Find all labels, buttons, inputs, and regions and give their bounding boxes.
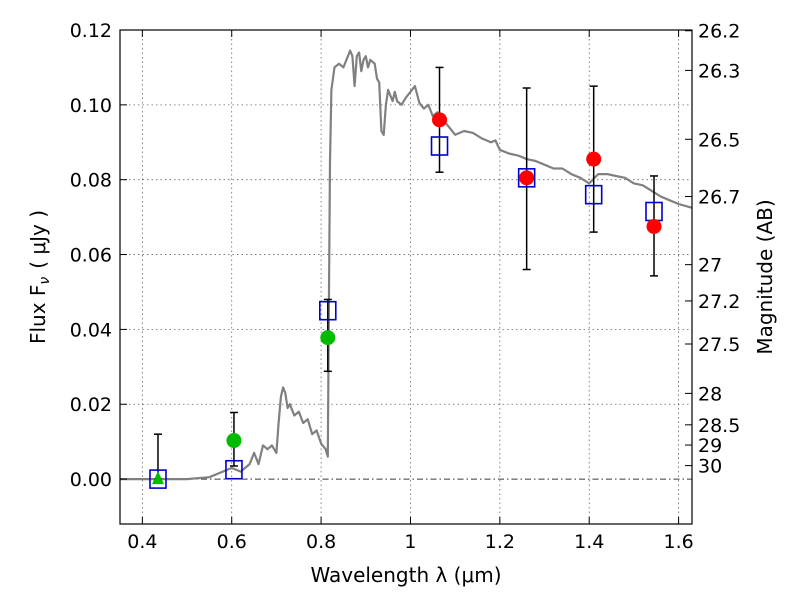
spectrum-line (120, 49, 693, 481)
y-tick-label: 0.02 (70, 394, 112, 416)
data-marks (120, 49, 693, 489)
right-axis-label: Magnitude (AB) (753, 199, 777, 354)
model-photometry-square (517, 168, 536, 188)
x-axis-label: Wavelength λ (μm) (310, 563, 501, 587)
y-tick-label: 0.06 (70, 245, 112, 267)
right-tick-label: 28.5 (698, 415, 740, 437)
plot-frame (119, 29, 693, 525)
right-tick-label: 26.2 (698, 21, 740, 43)
right-tick-label: 29 (698, 435, 722, 457)
y-axis-label-sub: ν (37, 277, 53, 285)
y-tick-label: 0.00 (70, 469, 112, 491)
right-tick-label: 27 (698, 255, 722, 277)
y-axis-label: Flux Fν ( μJy ) (26, 210, 53, 344)
ticks: 0.4 0.6 0.8 1 1.2 1.4 1.6 0.00 0.02 0.04 0.06 0.08 0… (70, 20, 741, 553)
model-photometry-square (584, 184, 603, 205)
x-tick-label: 1 (404, 531, 416, 553)
data-point (646, 218, 662, 234)
x-tick-label: 0.8 (306, 531, 336, 553)
data-point (226, 433, 242, 449)
right-tick-label: 26.7 (698, 187, 740, 209)
x-tick-label: 1.2 (485, 531, 515, 553)
data-point (586, 151, 602, 167)
right-tick-label: 26.5 (698, 129, 740, 151)
right-tick-label: 27.2 (698, 291, 740, 313)
grid (120, 29, 692, 524)
y-axis-label-unit: ( μJy ) (26, 210, 50, 269)
x-tick-label: 1.6 (663, 531, 693, 553)
data-point (519, 170, 535, 186)
model-photometry-square (318, 300, 337, 321)
right-tick-label: 26.3 (698, 60, 740, 82)
y-tick-label: 0.10 (70, 95, 112, 117)
y-tick-label: 0.04 (70, 319, 112, 341)
x-tick-label: 0.6 (217, 531, 247, 553)
x-tick-label: 0.4 (127, 531, 157, 553)
model-photometry-square (149, 469, 167, 489)
right-tick-label: 28 (698, 383, 722, 405)
right-tick-label: 27.5 (698, 334, 740, 356)
data-point (320, 330, 336, 346)
y-tick-label: 0.08 (70, 170, 112, 192)
model-photometry-square (225, 459, 243, 480)
y-axis-label-main: Flux F (26, 285, 50, 344)
y-tick-label: 0.12 (70, 20, 112, 42)
data-point (432, 112, 448, 128)
x-tick-label: 1.4 (574, 531, 604, 553)
model-photometry-square (430, 136, 449, 156)
right-tick-label: 30 (698, 456, 722, 478)
upper-limit-triangle (151, 471, 164, 485)
